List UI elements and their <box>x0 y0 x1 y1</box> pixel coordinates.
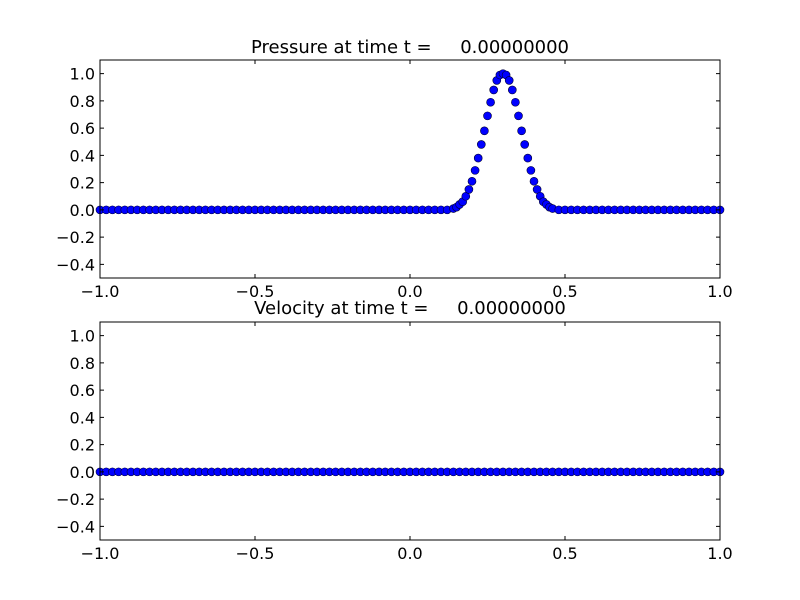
pressure-x-tick-label: −0.5 <box>236 282 275 301</box>
pressure-x-tick-label: −1.0 <box>81 282 120 301</box>
pressure-y-tick-label: 0.8 <box>70 92 95 111</box>
velocity-y-tick-label: 0.2 <box>70 436 95 455</box>
pressure-data-point <box>483 111 492 121</box>
pressure-data-point <box>511 97 520 107</box>
pressure-x-tick-label: 1.0 <box>707 282 732 301</box>
pressure-title: Pressure at time t = 0.00000000 <box>251 37 569 58</box>
pressure-data-point <box>520 140 530 149</box>
pressure-data-point <box>514 111 523 121</box>
pressure-y-tick-label: −0.4 <box>56 255 95 274</box>
velocity-x-tick-label: 1.0 <box>707 544 732 563</box>
velocity-x-tick-label: −1.0 <box>81 544 120 563</box>
pressure-y-tick-label: 0.6 <box>70 119 95 138</box>
pressure-data-point <box>467 176 477 186</box>
velocity-x-tick-label: −0.5 <box>236 544 275 563</box>
pressure-data-point <box>529 176 539 186</box>
velocity-y-tick-label: 0.8 <box>70 354 95 373</box>
pressure-ticks: −1.0 −0.5 0.0 0.5 1.0 −0.4 −0.2 0.0 0.2 0.4 0.6 0.8… <box>56 60 733 301</box>
velocity-y-tick-label: −0.2 <box>56 490 95 509</box>
pressure-data-point <box>473 153 483 163</box>
velocity-y-tick-label: 0.0 <box>70 463 95 482</box>
pressure-data-point <box>476 140 486 149</box>
pressure-x-tick-label: 0.5 <box>552 282 577 301</box>
velocity-x-tick-label: 0.0 <box>397 544 422 563</box>
pressure-data-point <box>489 85 499 95</box>
pressure-data-point <box>504 76 514 85</box>
pressure-y-tick-label: 0.0 <box>70 201 95 220</box>
velocity-frame <box>99 321 721 541</box>
pressure-data-point <box>464 185 474 194</box>
velocity-ticks: −1.0 −0.5 0.0 0.5 1.0 −0.4 −0.2 0.0 0.2 0.4 0.6 0.8… <box>56 322 733 563</box>
velocity-y-tick-label: 0.4 <box>70 408 95 427</box>
pressure-y-tick-label: 0.4 <box>70 146 95 165</box>
velocity-y-tick-label: −0.4 <box>56 517 95 536</box>
pressure-data-point <box>507 85 517 95</box>
pressure-data-point <box>523 153 533 163</box>
velocity-markers <box>95 467 725 477</box>
pressure-data-point <box>470 166 480 175</box>
pressure-y-tick-label: 1.0 <box>70 65 95 84</box>
pressure-axes: Pressure at time t = 0.00000000 −1.0 −0.5… <box>56 37 733 301</box>
velocity-x-tick-label: 0.5 <box>552 544 577 563</box>
pressure-data-point <box>480 126 489 136</box>
pressure-markers <box>95 69 725 215</box>
pressure-data-point <box>486 97 495 107</box>
pressure-data-point <box>517 126 526 136</box>
pressure-y-tick-label: 0.2 <box>70 174 95 193</box>
pressure-y-tick-label: −0.2 <box>56 228 95 247</box>
pressure-data-point <box>526 166 536 175</box>
velocity-axes: Velocity at time t = 0.00000000 −1.0 −0.5… <box>56 298 733 563</box>
velocity-y-tick-label: 1.0 <box>70 327 95 346</box>
velocity-y-tick-label: 0.6 <box>70 381 95 400</box>
pressure-x-tick-label: 0.0 <box>397 282 422 301</box>
pressure-frame <box>99 59 721 279</box>
velocity-title: Velocity at time t = 0.00000000 <box>254 298 566 319</box>
